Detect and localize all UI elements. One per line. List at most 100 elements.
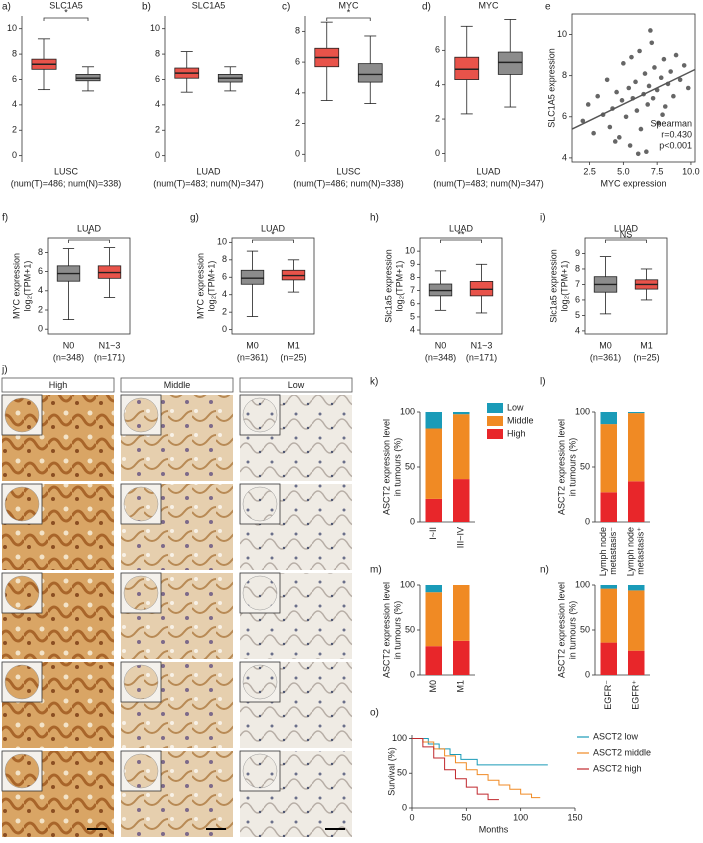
x-tick-label: metastasis⁻	[608, 527, 618, 575]
panel-label: b)	[142, 2, 151, 13]
point	[617, 135, 622, 140]
bar-segment	[425, 592, 442, 647]
y-tick-label: 6	[295, 56, 300, 66]
significance-bracket	[252, 239, 294, 243]
panel-label: m)	[370, 565, 382, 576]
y-tick-label: 5	[575, 310, 580, 320]
point	[646, 83, 652, 89]
y-tick-label: 0	[435, 148, 440, 158]
y-axis-label: MYC expression	[195, 253, 205, 319]
point	[642, 71, 648, 76]
inset-core	[4, 397, 40, 433]
x-tick-label: (n=25)	[633, 352, 659, 362]
bar-segment	[453, 412, 470, 415]
y-axis-label: in tumours (%)	[567, 438, 577, 497]
y-tick-label: 50	[405, 624, 415, 634]
inset-core	[123, 397, 159, 433]
survival-curve	[412, 737, 548, 766]
bar-segment	[453, 585, 470, 641]
y-tick-label: 10	[557, 29, 567, 39]
y-axis-label: SLC1A5 expression	[546, 48, 556, 128]
inset-core	[4, 753, 40, 789]
chart-title: MYC	[339, 0, 360, 10]
x-axis-sublabel: (num(T)=486; num(N)=338)	[293, 178, 404, 188]
y-tick-label: 8	[155, 48, 160, 58]
x-tick-label: 100	[513, 812, 528, 822]
bar-segment	[628, 585, 645, 591]
y-tick-label: 6	[222, 272, 227, 282]
inset-core	[123, 664, 159, 700]
point	[629, 54, 634, 60]
x-tick-label: Lymph node	[598, 527, 608, 576]
y-tick-label: 2	[435, 113, 440, 123]
point	[621, 61, 626, 66]
significance-label: *	[271, 229, 275, 239]
panel-label: c)	[282, 2, 290, 13]
bar-segment	[600, 412, 617, 425]
significance-label: NS	[620, 229, 633, 239]
chart-panel: f) LUAD 0 2 4 6 8 MYC expression log₂(TPM+1) N0 (n…	[2, 213, 131, 362]
panel-label: o)	[370, 708, 379, 719]
bar-segment	[425, 428, 442, 499]
survival-curve	[412, 737, 499, 801]
inset-core	[4, 575, 40, 611]
chart-title: LUAD	[261, 223, 286, 233]
bar-segment	[453, 479, 470, 522]
chart-panel: a) SLC1A5 0 2 4 6 8 10 LUSC (num(T)=486; num(N)=3…	[2, 0, 121, 188]
y-tick-label: 0	[38, 324, 43, 334]
y-tick-label: 0	[295, 149, 300, 159]
y-tick-label: 4	[435, 79, 440, 89]
chart-panel: n) 0 50 100 ASCT2 expression level in tumours…	[540, 565, 650, 710]
panel-label: n)	[540, 565, 549, 576]
point	[604, 77, 610, 83]
y-tick-label: 6	[562, 111, 567, 121]
y-tick-label: 0	[585, 516, 590, 526]
chart-panel: b) SLC1A5 0 2 4 6 8 10 LUAD (num(T)=483; num(N)=3…	[142, 0, 264, 188]
inset-core	[4, 664, 40, 700]
y-axis-label: Survival (%)	[386, 747, 396, 796]
y-tick-label: 100	[400, 406, 415, 416]
x-tick-label: (n=171)	[466, 352, 497, 362]
x-tick-label: M0	[246, 340, 259, 350]
x-tick-label: metastasis⁺	[636, 527, 646, 575]
x-tick-label: (n=348)	[425, 352, 456, 362]
chart-title: LUAD	[77, 223, 102, 233]
bar-segment	[600, 588, 617, 643]
x-axis-sublabel: (num(T)=486; num(N)=338)	[11, 178, 122, 188]
y-axis-label: log₂(TPM+1)	[559, 261, 569, 312]
y-tick-label: 0	[585, 669, 590, 679]
x-tick-label: EGFR⁻	[603, 680, 613, 710]
x-axis-label: MYC expression	[600, 178, 666, 188]
y-tick-label: 7	[410, 285, 415, 295]
significance-label: **	[457, 229, 465, 239]
y-axis-label: MYC expression	[11, 253, 21, 319]
panel-label: j)	[1, 365, 8, 376]
significance-bracket	[43, 17, 89, 21]
point	[677, 77, 683, 83]
x-axis-label: LUAD	[196, 166, 221, 176]
x-tick-label: 50	[461, 812, 471, 822]
x-axis-label: LUSC	[336, 166, 361, 176]
inset-core	[242, 486, 278, 522]
chart-title: MYC	[479, 0, 500, 10]
inset-core	[123, 486, 159, 522]
legend-label: ASCT2 middle	[593, 747, 651, 757]
point	[627, 143, 633, 148]
x-tick-label: (n=361)	[590, 352, 621, 362]
x-tick-label: 150	[567, 812, 582, 822]
bar-segment	[453, 414, 470, 480]
point	[660, 112, 665, 118]
bar-segment	[453, 640, 470, 675]
box	[240, 269, 265, 285]
inset-core	[123, 753, 159, 789]
y-tick-label: 8	[222, 254, 227, 264]
column-header: Middle	[164, 380, 191, 390]
y-tick-label: 2	[12, 125, 17, 135]
chart-panel: d) MYC 0 2 4 6 LUAD (num(T)=483; num(N)=347)	[422, 0, 544, 188]
x-tick-label: 2.5	[583, 166, 596, 176]
x-tick-label: (n=25)	[280, 352, 306, 362]
y-axis-label: ASCT2 expression level	[556, 582, 566, 678]
point	[591, 130, 596, 136]
x-tick-label: 5.0	[617, 166, 630, 176]
significance-bracket	[440, 239, 482, 243]
